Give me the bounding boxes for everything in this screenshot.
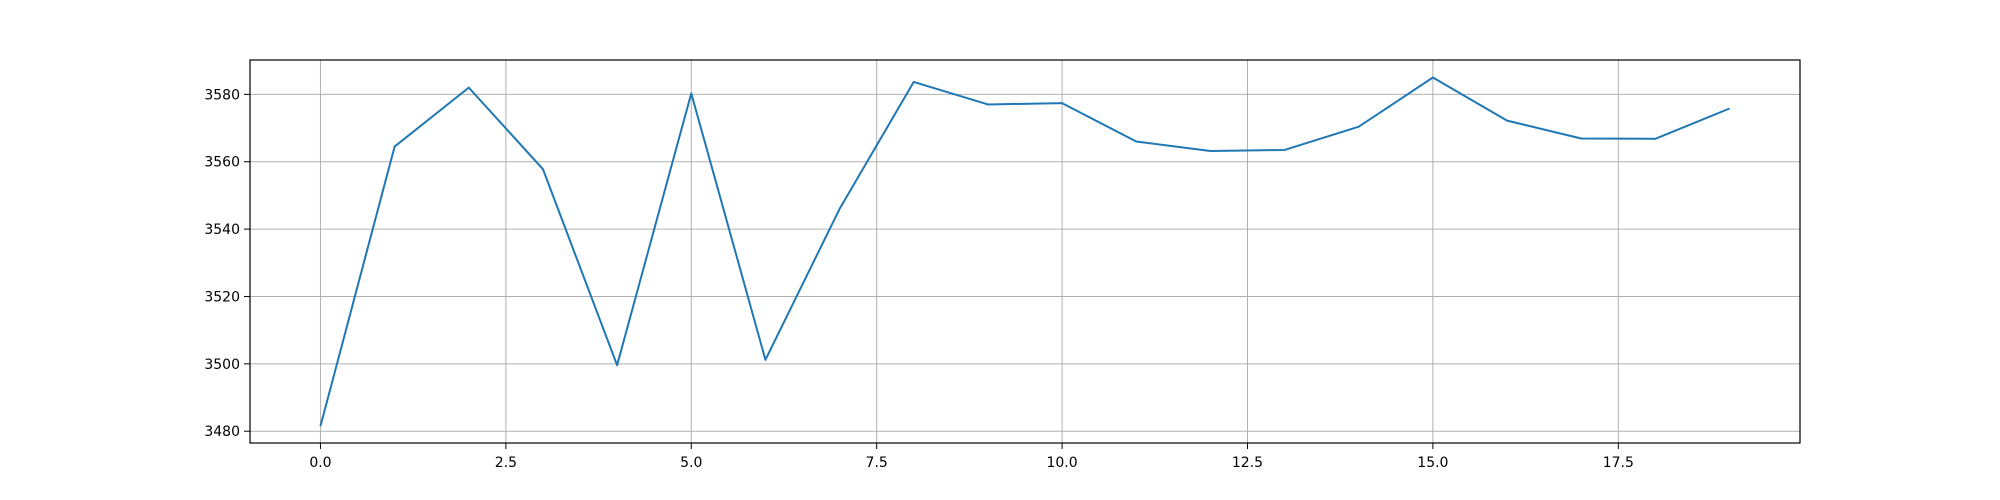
- y-tick-label: 3520: [204, 289, 240, 305]
- series-line-1: [319, 76, 1730, 427]
- x-tick-label: 5.0: [680, 455, 702, 471]
- x-tick-label: 15.0: [1417, 455, 1448, 471]
- x-tick-label: 2.5: [495, 455, 517, 471]
- y-tick-label: 3500: [204, 357, 240, 373]
- x-tick-label: 17.5: [1603, 455, 1634, 471]
- y-axis: 3480 3500 3520 3540 3560 3580: [204, 87, 250, 440]
- y-grid-lines: [250, 93, 1800, 432]
- y-tick-label: 3580: [204, 87, 240, 103]
- x-tick-label: 7.5: [866, 455, 888, 471]
- y-tick-label: 3540: [204, 222, 240, 238]
- x-tick-label: 0.0: [309, 455, 331, 471]
- x-tick-label: 10.0: [1046, 455, 1077, 471]
- x-axis: 0.0 2.5 5.0 7.5 10.0 12.5 15.0 17.5: [309, 443, 1634, 471]
- x-tick-label: 12.5: [1232, 455, 1263, 471]
- x-grid-lines: [319, 60, 1619, 443]
- series-layer: [319, 76, 1730, 427]
- y-tick-label: 3480: [204, 424, 240, 440]
- y-tick-label: 3560: [204, 155, 240, 171]
- plot-area-frame: [249, 59, 1801, 444]
